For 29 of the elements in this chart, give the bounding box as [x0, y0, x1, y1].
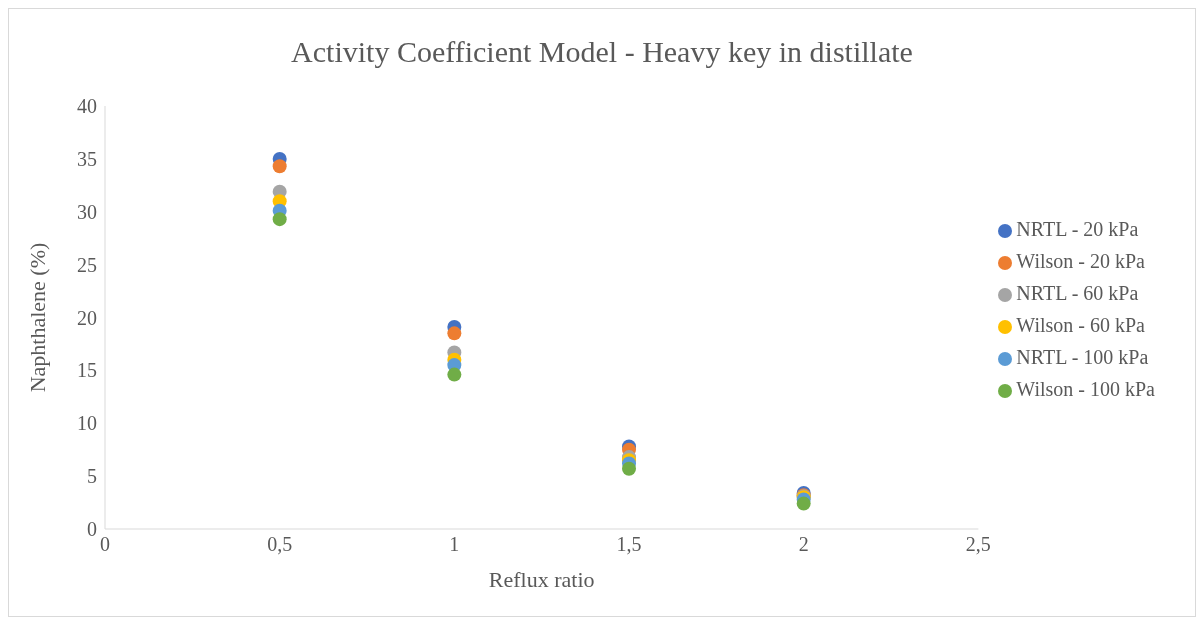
chart-title: Activity Coefficient Model - Heavy key in distillate [290, 35, 914, 69]
point [447, 367, 462, 382]
y-tick-label: 0 [87, 518, 97, 541]
x-tick-label: 0,5 [267, 533, 293, 556]
x-tick-label: 2,5 [965, 533, 991, 556]
legend-label: NRTL - 60 kPa [1016, 282, 1139, 304]
legend-label: NRTL - 20 kPa [1016, 218, 1139, 240]
y-tick-label: 30 [77, 200, 97, 223]
x-tick-label: 2 [798, 533, 809, 556]
y-tick-label: 5 [87, 465, 97, 488]
x-tick-label: 1 [449, 533, 460, 556]
y-tick-label: 20 [77, 306, 97, 329]
x-axis-title: Reflux ratio [488, 567, 595, 592]
y-tick-label: 25 [77, 253, 97, 276]
legend-label: Wilson - 20 kPa [1016, 250, 1145, 272]
point [796, 496, 811, 511]
legend-label: NRTL - 100 kPa [1016, 346, 1149, 368]
point [622, 461, 637, 476]
y-tick-label: 35 [77, 147, 97, 170]
point [272, 212, 287, 227]
y-tick-label: 40 [77, 95, 97, 118]
point [447, 326, 462, 341]
x-tick-label: 1,5 [616, 533, 642, 556]
y-tick-label: 10 [77, 412, 97, 435]
y-tick-label: 15 [77, 359, 97, 382]
legend-label: Wilson - 60 kPa [1016, 314, 1145, 336]
y-axis-title: Naphthalene (%) [24, 242, 50, 393]
point [272, 159, 287, 174]
legend-label: Wilson - 100 kPa [1016, 378, 1155, 400]
